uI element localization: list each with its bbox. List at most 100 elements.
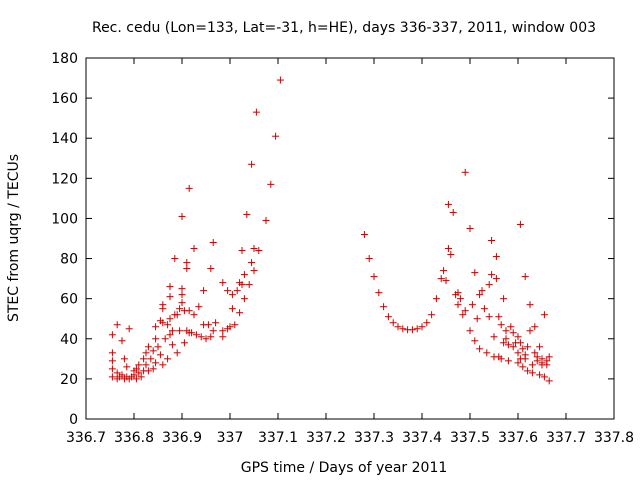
data-point — [389, 319, 397, 327]
data-point — [490, 333, 498, 341]
data-point — [135, 369, 143, 377]
data-point — [504, 357, 512, 365]
y-tick-label: 60 — [60, 292, 78, 308]
x-tick-label: 337.4 — [402, 430, 442, 446]
data-point — [444, 200, 452, 208]
data-point — [531, 349, 539, 357]
data-point — [524, 343, 532, 351]
data-point — [531, 323, 539, 331]
data-point — [171, 255, 179, 263]
data-point — [166, 315, 174, 323]
data-point — [514, 349, 522, 357]
data-point — [240, 295, 248, 303]
data-point — [173, 311, 181, 319]
data-point — [536, 371, 544, 379]
data-point — [526, 301, 534, 309]
data-point — [248, 259, 256, 267]
data-point — [538, 361, 546, 369]
data-point — [526, 327, 534, 335]
data-point — [166, 293, 174, 301]
data-point — [185, 184, 193, 192]
data-point — [240, 271, 248, 279]
x-tick-label: 337.5 — [450, 430, 490, 446]
data-point — [442, 277, 450, 285]
data-point — [488, 237, 496, 245]
x-tick-label: 336.7 — [66, 430, 106, 446]
y-tick-label: 180 — [51, 51, 78, 67]
data-point — [497, 355, 505, 363]
data-point — [502, 327, 510, 335]
data-point — [207, 265, 215, 273]
data-point — [166, 283, 174, 291]
data-point — [449, 208, 457, 216]
data-point — [514, 333, 522, 341]
y-tick-label: 20 — [60, 372, 78, 388]
x-axis: 336.7 336.8 336.9 337 337.1 337.2 337.3 337.4 33… — [66, 58, 634, 446]
data-point — [168, 341, 176, 349]
data-point — [540, 373, 548, 381]
data-point — [500, 339, 508, 347]
data-point — [166, 331, 174, 339]
x-tick-label: 337.8 — [594, 430, 634, 446]
data-point — [267, 180, 275, 188]
data-point — [545, 377, 553, 385]
data-point — [236, 309, 244, 317]
data-point — [262, 216, 270, 224]
data-point — [521, 273, 529, 281]
data-point — [394, 323, 402, 331]
data-point — [483, 349, 491, 357]
data-point — [123, 363, 131, 371]
y-axis: 0 20 40 60 80 100 120 140 160 180 — [51, 51, 614, 428]
data-point — [168, 327, 176, 335]
data-point — [243, 210, 251, 218]
data-point — [207, 333, 215, 341]
data-point — [516, 220, 524, 228]
data-point — [471, 269, 479, 277]
data-point — [536, 343, 544, 351]
data-point — [132, 375, 140, 383]
data-point — [231, 321, 239, 329]
data-point — [375, 289, 383, 297]
data-point — [521, 351, 529, 359]
data-point — [252, 108, 260, 116]
y-axis-label: STEC from uqrg / TECUs — [6, 154, 22, 322]
data-point — [144, 343, 152, 351]
data-point — [492, 253, 500, 261]
data-point — [454, 289, 462, 297]
data-point — [408, 326, 416, 334]
data-point — [488, 271, 496, 279]
data-point — [142, 349, 150, 357]
data-point — [509, 329, 517, 337]
data-point — [533, 353, 541, 361]
data-point — [183, 265, 191, 273]
data-point — [495, 313, 503, 321]
data-point — [178, 291, 186, 299]
data-point — [113, 321, 121, 329]
data-point — [509, 343, 517, 351]
data-point — [507, 323, 515, 331]
data-point — [135, 361, 143, 369]
data-point — [461, 168, 469, 176]
data-point — [413, 325, 421, 333]
data-point — [370, 273, 378, 281]
data-point — [147, 355, 155, 363]
data-point — [219, 327, 227, 335]
data-point — [108, 331, 116, 339]
data-point — [125, 325, 133, 333]
data-point — [502, 335, 510, 343]
data-point — [466, 327, 474, 335]
data-point — [233, 287, 241, 295]
data-point — [399, 325, 407, 333]
data-point — [238, 247, 246, 255]
data-point — [476, 291, 484, 299]
data-point — [140, 355, 148, 363]
data-point — [485, 281, 493, 289]
x-tick-label: 337.7 — [546, 430, 586, 446]
data-point — [504, 341, 512, 349]
data-point — [255, 247, 263, 255]
data-point — [524, 367, 532, 375]
data-point — [423, 319, 431, 327]
data-point — [228, 291, 236, 299]
data-point — [159, 301, 167, 309]
